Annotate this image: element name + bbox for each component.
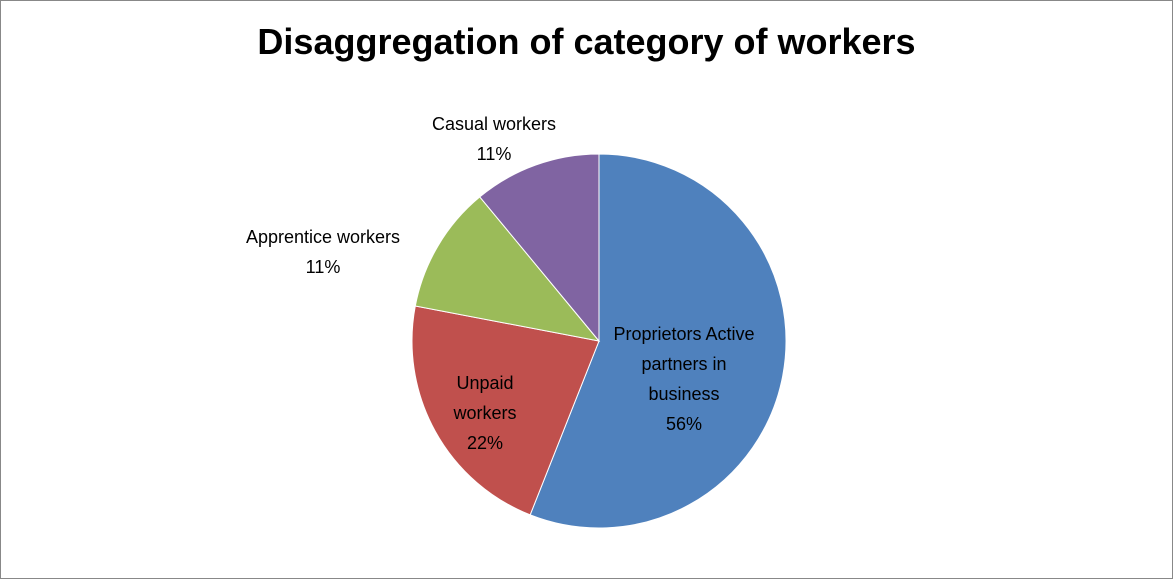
- pie-slice: [414, 196, 601, 342]
- slice-label: Unpaid workers 22%: [440, 368, 530, 458]
- value-label: 11%: [476, 144, 512, 164]
- slice-label: Proprietors Active partners in business 5…: [609, 319, 759, 439]
- value-label: 11%: [305, 257, 341, 277]
- category-label: Casual workers: [431, 114, 557, 134]
- slice-label: Apprentice workers 11%: [203, 222, 443, 282]
- slice-label: Casual workers 11%: [394, 109, 594, 169]
- pie-slice: [411, 305, 600, 516]
- chart-title: Disaggregation of category of workers: [257, 21, 916, 62]
- category-label: Apprentice workers: [245, 227, 401, 247]
- value-label: 22%: [466, 433, 504, 453]
- category-label: Proprietors Active partners in business: [613, 324, 755, 404]
- pie-slice: [479, 153, 600, 343]
- value-label: 56%: [665, 414, 703, 434]
- category-label: Unpaid workers: [453, 373, 517, 423]
- pie-slice: [529, 153, 787, 529]
